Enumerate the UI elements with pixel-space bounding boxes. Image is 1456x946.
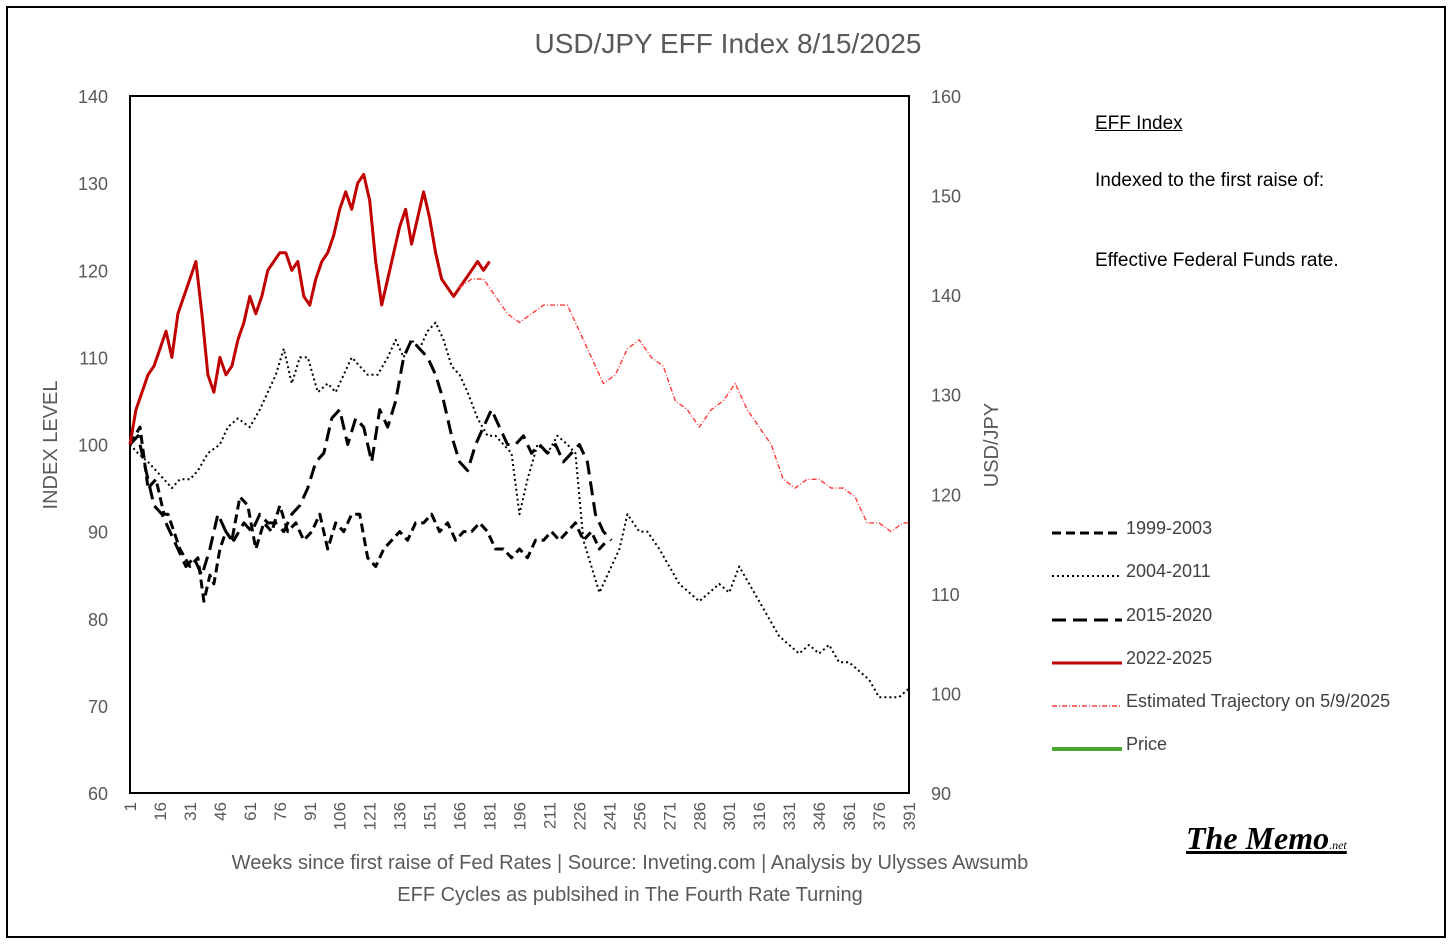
plot-area-border (129, 95, 910, 794)
x-axis-caption: Weeks since first raise of Fed Rates | S… (231, 852, 1029, 874)
legend-label: 2015-2020 (1126, 604, 1213, 625)
legend-item: 2015-2020 (1052, 604, 1442, 647)
legend-label: Price (1126, 734, 1168, 755)
brand-logo: The Memo.net (1186, 820, 1347, 857)
side-note-title: EFF Index (1095, 113, 1183, 134)
legend-item: 2004-2011 (1052, 560, 1442, 603)
x-tick-label: 286 (690, 802, 709, 830)
series-line-2 (128, 338, 613, 577)
y2-tick-label: 120 (931, 485, 961, 505)
y-tick-label: 60 (88, 784, 108, 804)
y2-axis-label: USD/JPY (981, 403, 1003, 487)
legend-label: 2022-2025 (1126, 647, 1213, 668)
side-note-rate: Effective Federal Funds rate. (1095, 250, 1339, 271)
x-axis-ticks: 1 16 31 46 61 76 91 106 121 136 151 166 181 196 211 226… (121, 802, 919, 830)
side-note-description: Indexed to the first raise of: (1095, 170, 1325, 191)
x-tick-label: 226 (570, 802, 589, 830)
x-tick-label: 76 (271, 802, 290, 821)
x-tick-label: 106 (331, 802, 350, 830)
y-tick-label: 120 (78, 261, 108, 281)
y2-tick-label: 160 (931, 87, 961, 107)
right-axis-ticks: 90 100 110 120 130 140 150 160 (931, 87, 961, 804)
legend-item: 2022-2025 (1052, 647, 1442, 690)
legend-label: Estimated Trajectory on 5/9/2025 (1126, 691, 1391, 712)
x-tick-label: 301 (720, 802, 739, 830)
y-tick-label: 90 (88, 523, 108, 543)
x-tick-label: 181 (481, 802, 500, 830)
series-line-3 (128, 172, 491, 445)
y2-tick-label: 100 (931, 684, 961, 704)
x-tick-label: 61 (241, 802, 260, 821)
x-tick-label: 136 (391, 802, 410, 830)
legend-item: Price (1052, 733, 1442, 776)
series-line-4 (459, 278, 909, 533)
x-tick-label: 361 (840, 802, 859, 830)
legend-item: Estimated Trajectory on 5/9/2025 (1052, 690, 1442, 733)
y-tick-label: 70 (88, 697, 108, 717)
series-line-0 (128, 425, 609, 603)
figure-frame (6, 6, 1446, 938)
x-tick-label: 151 (421, 802, 440, 830)
legend-swatch (1052, 747, 1122, 752)
y-tick-label: 100 (78, 436, 108, 456)
legend: 1999-2003 2004-2011 2015-2020 2022-2025 Esti… (1052, 517, 1442, 777)
legend-swatch (1052, 618, 1122, 622)
y-tick-label: 80 (88, 610, 108, 630)
y-axis-label: INDEX LEVEL (40, 381, 62, 510)
x-tick-label: 316 (750, 802, 769, 830)
x-tick-label: 121 (361, 802, 380, 830)
x-tick-label: 91 (301, 802, 320, 821)
legend-label: 1999-2003 (1126, 518, 1213, 538)
x-tick-label: 31 (181, 802, 200, 821)
series-layer (128, 172, 910, 699)
y2-tick-label: 110 (931, 585, 960, 605)
legend-swatch (1052, 661, 1122, 665)
x-tick-label: 16 (151, 802, 170, 821)
y2-tick-label: 130 (931, 386, 961, 406)
chart-title: USD/JPY EFF Index 8/15/2025 (534, 28, 921, 59)
left-axis-ticks: 60 70 80 90 100 110 120 130 140 (78, 87, 108, 804)
brand-suffix: .net (1329, 838, 1347, 852)
source-caption: EFF Cycles as publsihed in The Fourth Ra… (397, 884, 863, 906)
y-tick-label: 130 (78, 174, 108, 194)
x-tick-label: 346 (810, 802, 829, 830)
legend-swatch (1052, 705, 1122, 707)
y2-tick-label: 140 (931, 286, 961, 306)
x-tick-label: 196 (511, 802, 530, 830)
legend-item: 1999-2003 (1052, 517, 1442, 560)
x-tick-label: 331 (780, 802, 799, 830)
x-tick-label: 391 (900, 802, 919, 830)
series-line-1 (129, 321, 910, 699)
x-tick-label: 376 (870, 802, 889, 830)
x-tick-label: 211 (540, 802, 559, 829)
x-tick-label: 241 (600, 802, 619, 830)
legend-swatch (1052, 575, 1122, 578)
y-tick-label: 140 (78, 87, 108, 107)
y-tick-label: 110 (79, 348, 108, 368)
y2-tick-label: 90 (931, 784, 951, 804)
legend-label: 2004-2011 (1126, 561, 1211, 582)
brand-name: The Memo (1186, 820, 1330, 856)
legend-swatch (1052, 531, 1122, 535)
x-tick-label: 1 (121, 802, 140, 811)
x-tick-label: 46 (211, 802, 230, 821)
y2-tick-label: 150 (931, 187, 961, 207)
x-tick-label: 256 (630, 802, 649, 830)
x-tick-label: 166 (451, 802, 470, 830)
x-tick-label: 271 (660, 802, 679, 830)
